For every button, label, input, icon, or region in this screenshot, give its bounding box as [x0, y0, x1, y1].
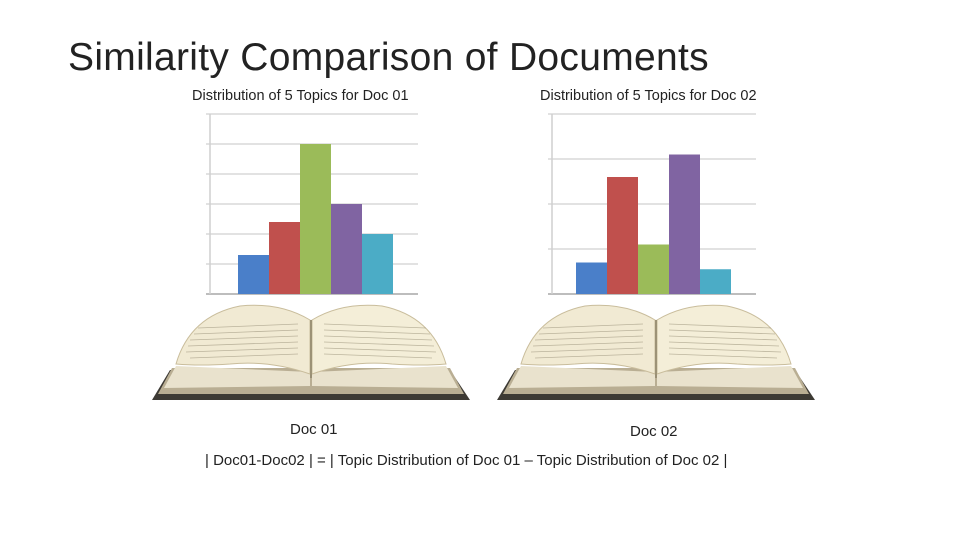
bar-topic-2 — [607, 177, 638, 294]
bar-topic-5 — [362, 234, 393, 294]
bar-topic-4 — [331, 204, 362, 294]
bar-topic-4 — [669, 154, 700, 294]
bar-topic-1 — [238, 255, 269, 294]
doc-label-doc02: Doc 02 — [630, 423, 678, 440]
bar-topic-2 — [269, 222, 300, 294]
bar-topic-3 — [300, 144, 331, 294]
doc-label-doc01: Doc 01 — [290, 421, 338, 438]
similarity-formula: | Doc01-Doc02 | = | Topic Distribution o… — [205, 452, 728, 469]
bar-topic-3 — [638, 244, 669, 294]
slide-title: Similarity Comparison of Documents — [68, 36, 709, 79]
bar-chart-doc01 — [206, 113, 418, 295]
chart-title-doc01: Distribution of 5 Topics for Doc 01 — [192, 88, 409, 104]
bar-chart-doc02 — [548, 113, 756, 295]
bar-topic-5 — [700, 269, 731, 294]
open-book-image-doc02 — [497, 304, 815, 400]
bar-topic-1 — [576, 262, 607, 294]
open-book-image-doc01 — [152, 304, 470, 400]
chart-title-doc02: Distribution of 5 Topics for Doc 02 — [540, 88, 757, 104]
